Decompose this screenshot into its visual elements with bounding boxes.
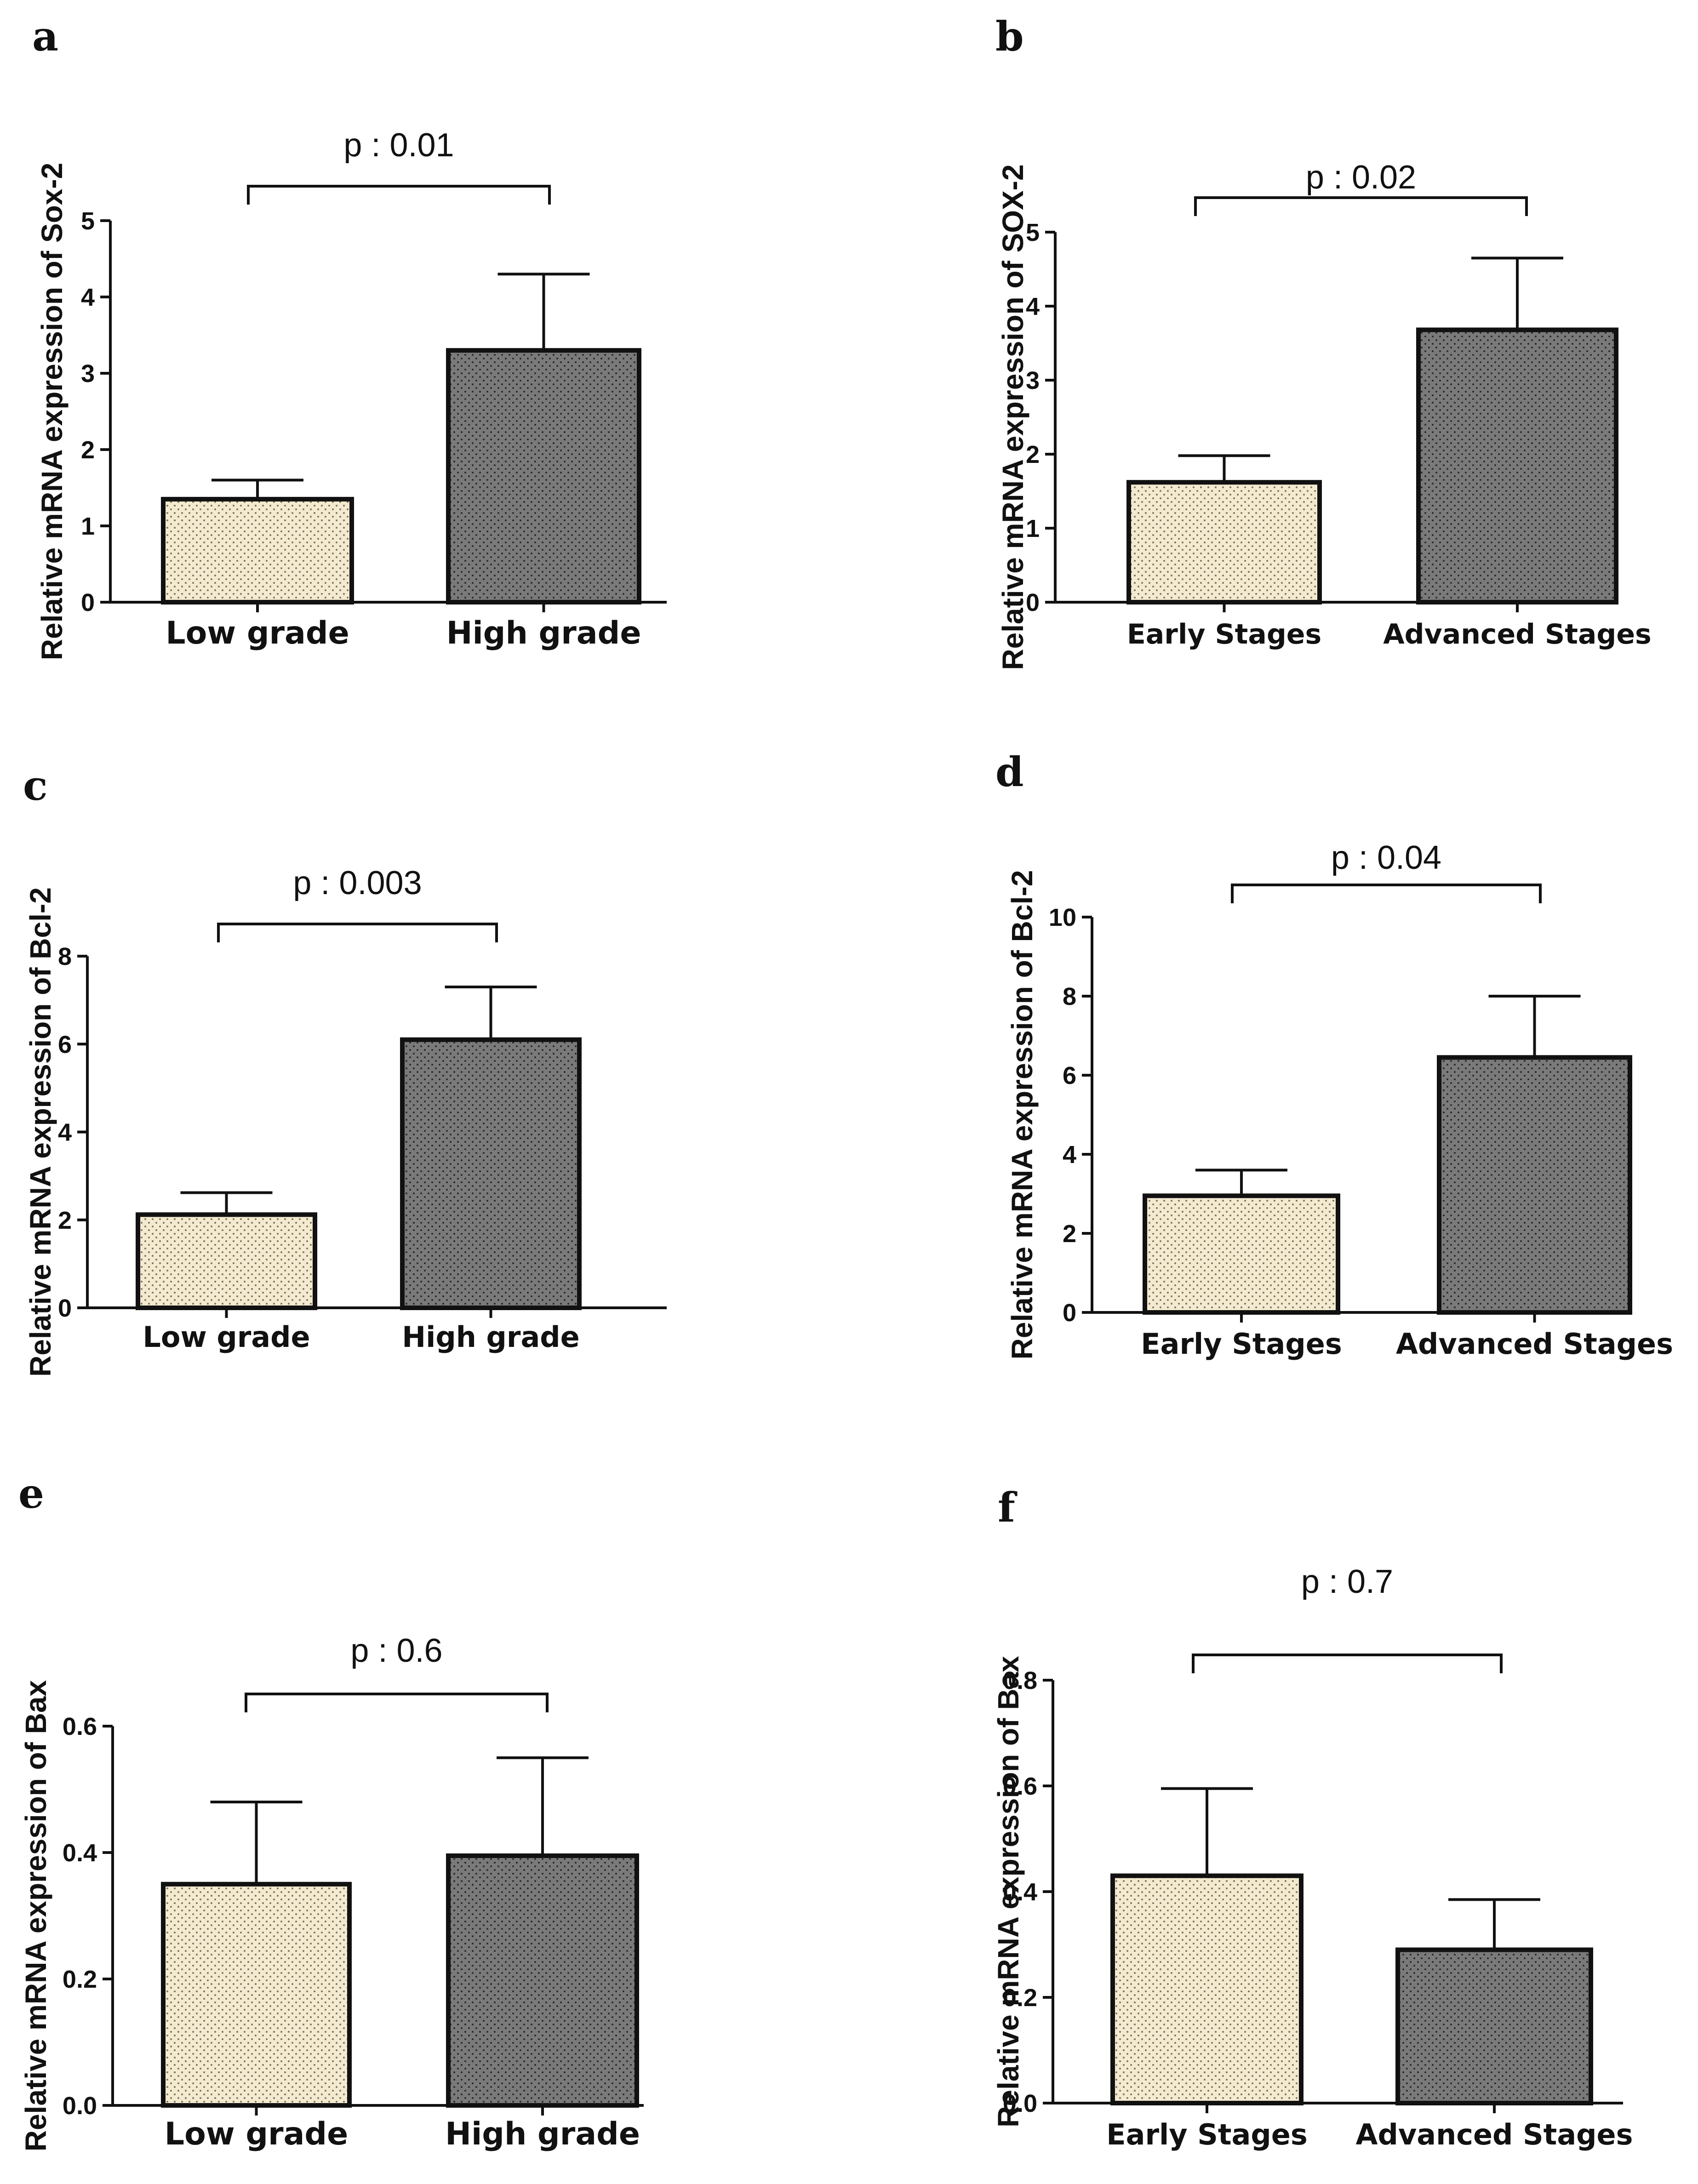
panel-c: c Relative mRNA expression of Bcl-2 0 2 4 6 8 L… (23, 762, 667, 1377)
bar-high (1416, 327, 1618, 604)
category-label: Low grade (143, 1320, 310, 1354)
y-tick-label: 0 (81, 589, 95, 616)
y-tick-label: 6 (1063, 1062, 1076, 1089)
significance-bracket (217, 923, 498, 942)
y-tick-label: 0 (58, 1294, 72, 1322)
bar-low (1110, 1873, 1304, 2105)
panel-d: d Relative mRNA expression of Bcl-2 0 2 4 6 8 1… (995, 748, 1673, 1361)
significance-bracket (1231, 884, 1542, 903)
y-tick-label: 6 (58, 1031, 72, 1058)
panel-letter: a (32, 12, 58, 60)
y-tick-label: 0.4 (63, 1839, 97, 1867)
panel-letter: b (995, 12, 1024, 60)
category-label: Early Stages (1141, 1327, 1342, 1361)
y-tick-label: 4 (1026, 293, 1040, 320)
y-tick-label: 0 (1063, 1299, 1076, 1327)
category-label: Advanced Stages (1356, 2118, 1633, 2151)
significance-bracket (245, 1693, 549, 1712)
category-label: High grade (445, 2116, 640, 2152)
p-value-label: p : 0.02 (1306, 159, 1416, 196)
bar-low (161, 496, 354, 605)
y-tick-label: 0.6 (1003, 1773, 1037, 1800)
p-value-label: p : 0.003 (293, 865, 422, 901)
p-value-label: p : 0.01 (343, 127, 454, 164)
y-tick-label: 4 (81, 284, 95, 311)
panel-letter: e (18, 1470, 44, 1517)
y-tick-label: 0.0 (63, 2092, 97, 2120)
category-label: High grade (446, 615, 641, 651)
y-tick-label: 1 (81, 513, 95, 540)
y-tick-label: 2 (1026, 441, 1040, 468)
y-axis-label: Relative mRNA expression of Bax (19, 1680, 52, 2151)
p-value-label: p : 0.04 (1331, 839, 1441, 876)
y-axis-label: Relative mRNA expression of Sox-2 (35, 163, 69, 660)
y-tick-label: 8 (58, 943, 72, 970)
bar-low (136, 1212, 317, 1310)
panel-a: a Relative mRNA expression of Sox-2 0 1 2 3 4 5… (32, 12, 667, 660)
y-tick-label: 2 (81, 436, 95, 464)
y-tick-label: 0.4 (1003, 1878, 1037, 1906)
category-label: Early Stages (1127, 618, 1321, 650)
p-value-label: p : 0.7 (1301, 1563, 1393, 1600)
y-tick-label: 8 (1063, 983, 1076, 1010)
y-tick-label: 10 (1049, 904, 1076, 931)
y-tick-label: 2 (58, 1207, 72, 1234)
panel-letter: c (23, 762, 48, 810)
panel-b: b Relative mRNA expression of SOX-20 1 2 3 4 5… (995, 12, 1652, 670)
y-tick-label: 0.2 (1003, 1984, 1037, 2012)
category-label: Advanced Stages (1396, 1327, 1673, 1361)
y-tick-label: 3 (81, 360, 95, 388)
category-label: High grade (402, 1320, 579, 1354)
y-axis-label: Relative mRNA expression of SOX-2 (996, 164, 1029, 670)
y-axis-label: Relative mRNA expression of Bcl-2 (1006, 870, 1039, 1360)
significance-bracket (247, 185, 551, 205)
y-tick-label: 5 (81, 207, 95, 235)
category-label: Advanced Stages (1383, 618, 1652, 650)
bar-high (446, 1853, 639, 2108)
y-axis-label: Relative mRNA expression of Bax (992, 1656, 1025, 2127)
bar-low (1143, 1193, 1340, 1315)
y-tick-label: 0.0 (1003, 2090, 1037, 2117)
y-tick-label: 0 (1026, 589, 1040, 616)
bar-high (446, 348, 641, 604)
category-label: Low grade (166, 615, 349, 651)
y-axis-label: Relative mRNA expression of Bcl-2 (24, 887, 57, 1377)
category-label: Early Stages (1106, 2118, 1307, 2151)
y-tick-label: 0.6 (63, 1713, 97, 1740)
bar-high (1437, 1055, 1632, 1315)
bar-high (1395, 1947, 1593, 2105)
y-tick-label: 3 (1026, 367, 1040, 394)
y-tick-label: 2 (1063, 1220, 1076, 1248)
significance-bracket (1194, 196, 1528, 216)
significance-bracket (1192, 1654, 1503, 1673)
y-tick-label: 0.2 (63, 1966, 97, 1993)
panel-e: e Relative mRNA expression of Bax 0.0 0.2 0.… (18, 1470, 644, 2152)
y-tick-label: 5 (1026, 219, 1040, 246)
y-tick-label: 4 (1063, 1141, 1076, 1169)
bar-low (1126, 480, 1322, 605)
panel-letter: f (998, 1483, 1018, 1531)
y-tick-label: 4 (58, 1119, 72, 1146)
panel-letter: d (995, 748, 1024, 796)
y-tick-label: 1 (1026, 515, 1040, 542)
category-label: Low grade (165, 2116, 348, 2152)
p-value-label: p : 0.6 (350, 1632, 442, 1669)
y-tick-label: 0.8 (1003, 1667, 1037, 1694)
bar-high (400, 1037, 582, 1310)
bar-low (161, 1882, 352, 2108)
